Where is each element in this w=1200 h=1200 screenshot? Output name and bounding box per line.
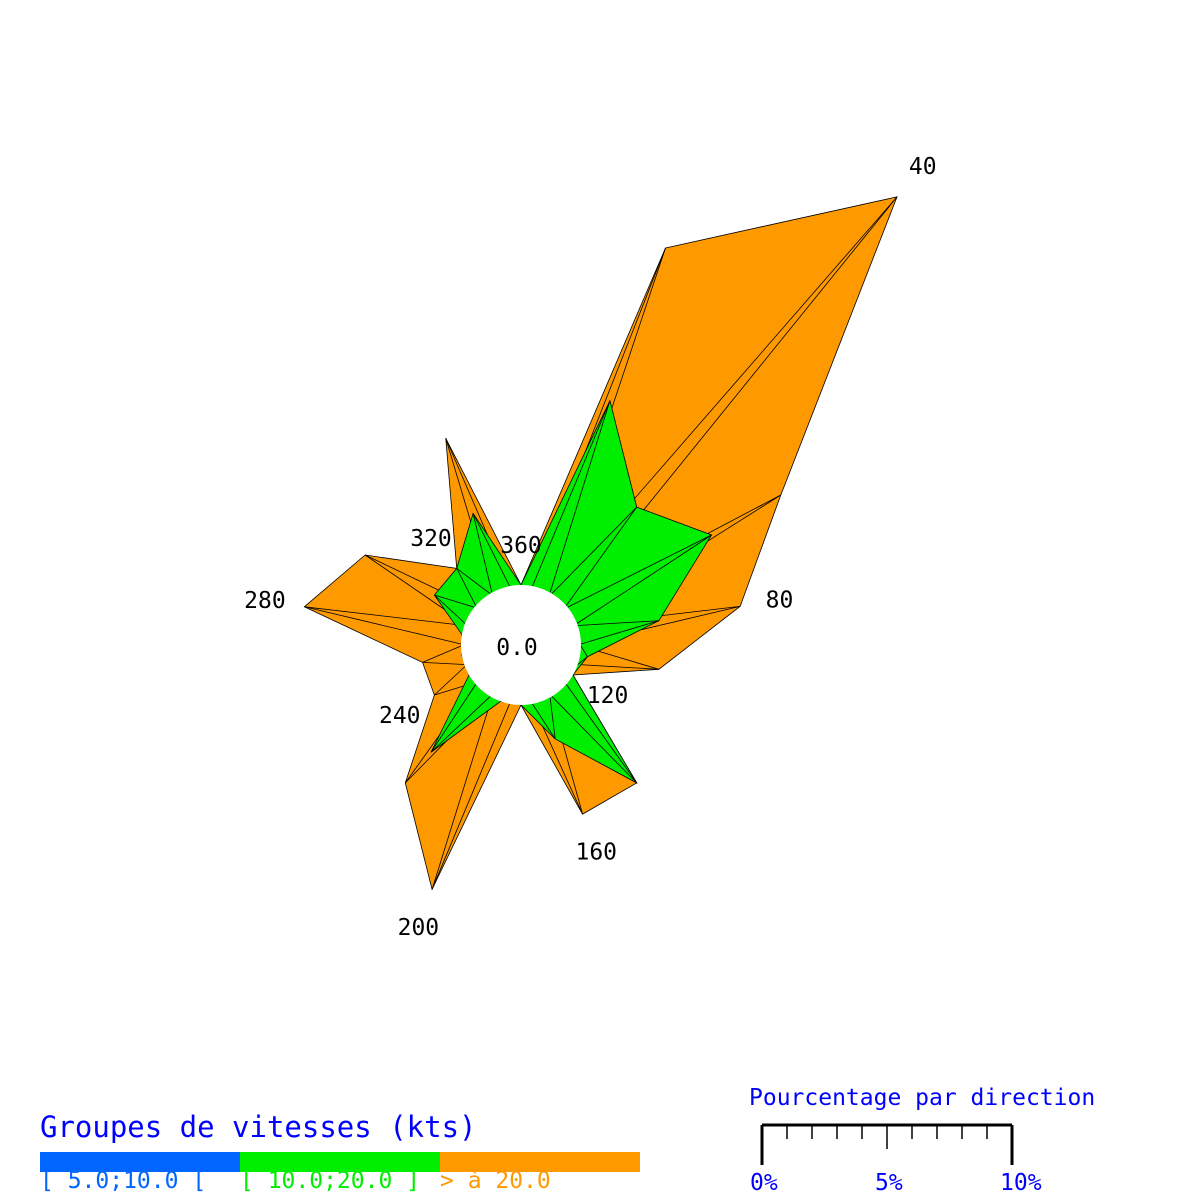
petal-edge-340	[472, 513, 493, 593]
direction-label-80: 80	[766, 587, 794, 613]
legend-label-10-20: [ 10.0;20.0 ]	[240, 1168, 421, 1194]
direction-label-360: 360	[500, 533, 542, 559]
petal-edge-100	[580, 645, 588, 657]
direction-label-120: 120	[587, 683, 629, 709]
petal-edge-280	[304, 606, 465, 626]
petal-edge-200	[431, 703, 510, 890]
petal-edge-100	[577, 656, 588, 665]
petal-edge-80	[577, 620, 659, 626]
scale-tick-label-5: 5%	[875, 1170, 903, 1196]
petal-edge-40	[565, 506, 638, 606]
petal-edge-60	[567, 534, 712, 608]
direction-label-40: 40	[909, 154, 937, 180]
petal-edge-240	[434, 666, 466, 696]
calm-circle	[461, 585, 581, 705]
legend-label-5-10: [ 5.0;10.0 [	[40, 1168, 207, 1194]
direction-label-200: 200	[398, 915, 440, 941]
legend-swatch-over-20	[440, 1152, 640, 1172]
direction-label-160: 160	[575, 840, 617, 866]
petal-edge-300	[434, 594, 475, 608]
direction-label-320: 320	[410, 526, 452, 552]
petal-edge-260	[422, 645, 462, 663]
petal-edge-160	[532, 703, 556, 740]
petal-edge-220	[430, 696, 491, 753]
petal-edge-40	[551, 506, 637, 594]
scale-tick-label-10: 10%	[1000, 1170, 1042, 1196]
petal-edge-320	[456, 568, 491, 594]
direction-label-280: 280	[244, 588, 286, 614]
petal-edge-20	[549, 400, 611, 593]
petal-edge-80	[580, 620, 659, 645]
petal-edge-260	[422, 661, 465, 665]
petal-edge-100	[577, 664, 659, 670]
scale-tick-label-0: 0%	[750, 1170, 778, 1196]
legend-swatch-5-10	[40, 1152, 240, 1172]
petal-edge-200	[431, 697, 493, 890]
petal-edge-140	[551, 696, 637, 784]
direction-label-240: 240	[379, 703, 421, 729]
scale-title: Pourcentage par direction	[749, 1085, 1096, 1111]
petal-edge-20	[532, 400, 611, 587]
petal-edge-140	[565, 684, 638, 784]
legend-label-over-20: > à 20.0	[440, 1168, 551, 1194]
petal-edge-320	[456, 568, 477, 606]
legend-swatch-10-20	[240, 1152, 440, 1172]
calm-value: 0.0	[496, 635, 538, 661]
petal-edge-60	[576, 534, 712, 624]
petal-edge-340	[472, 513, 510, 587]
legend-title: Groupes de vitesses (kts)	[40, 1110, 477, 1144]
petal-edge-300	[434, 594, 466, 624]
petal-edge-280	[304, 606, 462, 645]
petal-edge-220	[430, 684, 477, 753]
petal-edge-160	[549, 697, 556, 740]
